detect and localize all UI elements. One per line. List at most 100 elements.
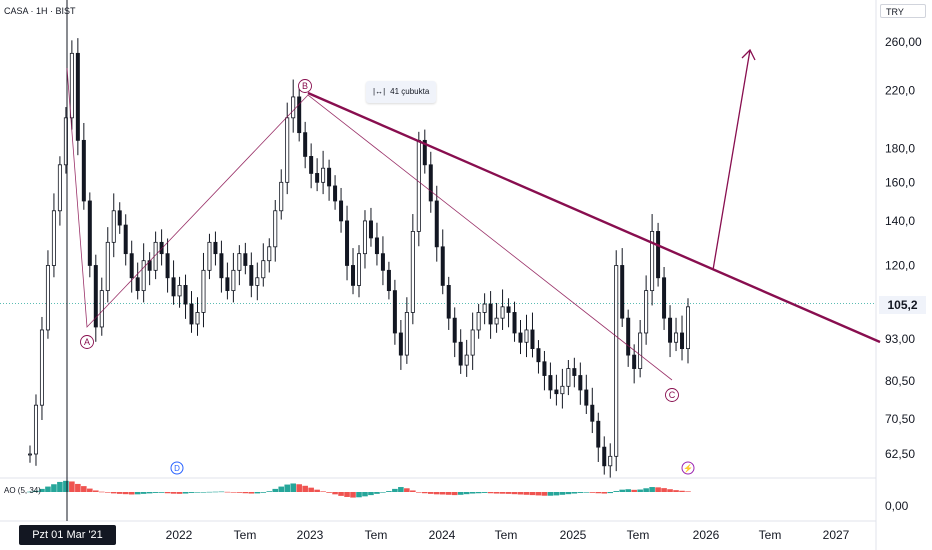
ao-bar [493, 492, 500, 494]
candle [542, 350, 547, 391]
ao-bar [457, 492, 464, 495]
ao-bar [254, 492, 261, 494]
candle [488, 291, 493, 339]
candle-body [111, 210, 116, 243]
candle-body [536, 348, 541, 363]
dividend-icon[interactable]: D [170, 461, 184, 475]
candle-body [632, 354, 637, 369]
elliott-wave-line [66, 67, 673, 381]
candle [105, 227, 110, 303]
x-tick-label: Tem [365, 528, 388, 542]
ao-bar [206, 491, 213, 493]
candle-body [566, 368, 571, 387]
ao-bar [433, 492, 440, 495]
ao-indicator-label[interactable]: AO (5, 34) [4, 486, 41, 495]
ao-bar [517, 492, 524, 495]
ao-bar [236, 492, 243, 493]
candle-body [279, 181, 284, 212]
candle [428, 151, 433, 213]
candle-body [608, 455, 613, 467]
candle-body [141, 260, 146, 292]
ao-bar [212, 491, 219, 493]
currency-badge[interactable]: TRY [880, 4, 926, 18]
candle [674, 317, 679, 352]
ao-bar [266, 491, 273, 492]
candle-body [291, 96, 296, 119]
candle-body [159, 241, 164, 255]
candle-body [255, 277, 260, 286]
wave-label-a: A [80, 335, 94, 349]
ao-bar [344, 492, 350, 497]
ao-bar [667, 489, 673, 492]
candle [297, 88, 302, 142]
ao-bar [655, 487, 661, 492]
candle-body [392, 290, 397, 334]
candle [273, 199, 278, 262]
ao-bar [158, 492, 165, 493]
ao-bar [673, 490, 679, 492]
candle-body [315, 173, 320, 183]
candle [566, 360, 571, 396]
ao-bar [445, 492, 452, 495]
candle-body [69, 52, 74, 119]
candle [392, 279, 397, 345]
y-tick-label: 220,0 [885, 83, 915, 97]
candle [147, 252, 152, 286]
ao-bar [308, 487, 314, 492]
candle-body [404, 312, 409, 356]
ao-bar [374, 492, 380, 494]
candle-body [542, 361, 547, 376]
marker-glyph: D [174, 464, 180, 473]
bar-range-icon: |↔| [373, 87, 386, 96]
candle [494, 302, 499, 333]
candle [69, 40, 74, 130]
candle [213, 231, 218, 266]
ao-bar [272, 488, 279, 492]
candle [111, 193, 116, 258]
x-tick-label: 2022 [166, 528, 193, 542]
candle-body [524, 329, 529, 343]
ao-bar [535, 492, 542, 496]
candle [380, 236, 385, 286]
candle-body [267, 246, 272, 262]
candle-body [668, 317, 673, 343]
wave-label-text: C [669, 390, 676, 400]
candle [536, 340, 541, 374]
candle [524, 314, 529, 358]
candle-body [470, 329, 475, 356]
ao-bar [398, 487, 404, 492]
candle [183, 274, 188, 319]
marker-circle [170, 461, 184, 475]
split-icon[interactable]: ⚡ [681, 461, 695, 475]
candle-body [422, 139, 427, 166]
ao-bar [176, 492, 183, 494]
candle [81, 122, 86, 210]
candle [279, 169, 284, 220]
candle [554, 374, 559, 406]
ao-bar [625, 489, 631, 492]
ao-bar [320, 491, 326, 492]
candle [201, 252, 206, 328]
candle [87, 192, 92, 278]
ao-bar [595, 492, 602, 494]
ao-bar [27, 491, 33, 493]
candle-body [602, 446, 607, 467]
candle [267, 238, 272, 273]
candle [458, 329, 463, 374]
ao-bar [75, 483, 81, 492]
candle-body [171, 277, 176, 297]
candle [434, 185, 439, 262]
candle-body [135, 277, 140, 292]
candle [656, 222, 661, 287]
ao-bar [128, 492, 135, 495]
candle [500, 289, 505, 330]
ao-bar [152, 492, 159, 493]
ao-bar [33, 490, 39, 492]
ao-zero-label: 0,00 [885, 499, 909, 513]
x-tick-label: Tem [759, 528, 782, 542]
ao-bar [356, 492, 362, 498]
ao-bar [63, 480, 69, 492]
y-tick-label: 120,0 [885, 258, 915, 272]
